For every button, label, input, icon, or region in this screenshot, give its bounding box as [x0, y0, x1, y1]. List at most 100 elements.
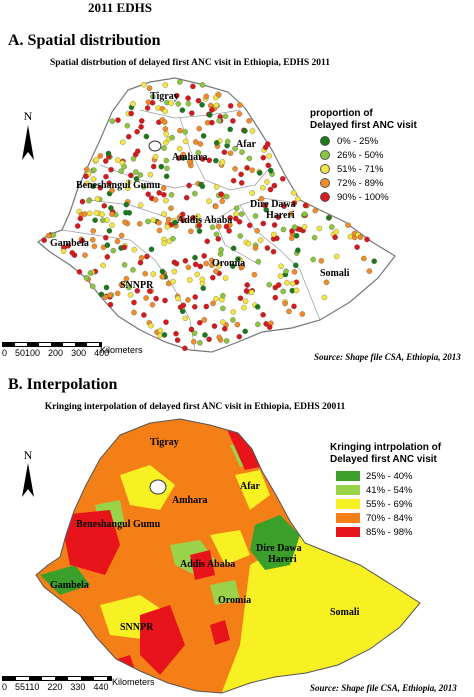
survey-point — [213, 157, 219, 164]
survey-point — [76, 269, 83, 275]
survey-point — [130, 156, 137, 162]
survey-point — [141, 312, 147, 318]
survey-point — [236, 219, 243, 225]
survey-point — [103, 158, 109, 164]
survey-point — [98, 291, 105, 298]
svg-text:N: N — [24, 109, 33, 123]
region-label: Tigray — [150, 91, 179, 102]
scale-tick: 330 — [70, 682, 86, 692]
survey-point — [139, 118, 145, 124]
legend-title-line1: Kringing intrpolation of — [330, 442, 442, 453]
scale-tick: 0 — [2, 682, 8, 692]
survey-point — [77, 215, 84, 222]
survey-point — [137, 172, 144, 178]
survey-point — [244, 282, 250, 288]
survey-point — [146, 288, 153, 294]
survey-point — [284, 279, 290, 286]
survey-point — [230, 245, 237, 252]
survey-point — [199, 276, 205, 283]
survey-point — [235, 256, 241, 262]
survey-point — [188, 228, 194, 235]
survey-point — [236, 333, 243, 340]
survey-point — [237, 295, 244, 301]
north-arrow-a: N — [22, 109, 34, 160]
panel-a-subtitle: Spatial distrbution of delayed first ANC… — [49, 58, 331, 68]
survey-point — [249, 128, 256, 134]
survey-point — [131, 309, 137, 316]
survey-point — [83, 173, 89, 180]
scale-tick: 0 — [2, 348, 8, 358]
survey-point — [91, 243, 98, 250]
survey-point — [145, 218, 151, 225]
survey-point — [333, 228, 340, 235]
survey-point — [216, 223, 222, 230]
survey-point — [121, 163, 127, 170]
survey-point — [311, 234, 318, 241]
survey-point — [175, 295, 181, 302]
survey-point — [220, 292, 226, 299]
survey-point — [242, 298, 249, 305]
legend-label: 70% - 84% — [366, 512, 413, 524]
survey-point — [103, 284, 110, 291]
survey-point — [209, 107, 215, 113]
survey-point — [299, 311, 306, 317]
survey-point — [222, 275, 229, 281]
survey-point — [237, 102, 243, 108]
survey-point — [156, 190, 162, 196]
survey-point — [227, 103, 234, 109]
legend-dot — [320, 192, 330, 202]
survey-point — [156, 219, 162, 226]
survey-point — [173, 260, 180, 267]
survey-point — [156, 227, 163, 234]
survey-point — [222, 326, 228, 332]
survey-point — [197, 141, 204, 147]
survey-point — [246, 118, 252, 124]
survey-point — [185, 264, 192, 271]
panel-b-label: B. Interpolation — [8, 376, 118, 393]
survey-point — [164, 165, 170, 172]
survey-point — [114, 157, 121, 163]
survey-point — [79, 237, 86, 244]
survey-point — [230, 309, 236, 315]
survey-point — [293, 262, 299, 269]
survey-point — [163, 173, 170, 180]
survey-point — [145, 191, 151, 197]
survey-point — [230, 118, 236, 124]
survey-point — [115, 117, 121, 123]
survey-point — [173, 330, 179, 337]
survey-point — [257, 237, 264, 243]
survey-point — [197, 263, 204, 270]
survey-point — [282, 300, 288, 307]
legend-item: 26% - 50% — [320, 148, 417, 162]
survey-point — [163, 319, 169, 325]
survey-point — [260, 154, 267, 161]
survey-point — [197, 340, 203, 346]
survey-point — [138, 255, 145, 261]
survey-point — [188, 326, 195, 333]
survey-point — [172, 219, 178, 226]
survey-point — [121, 244, 128, 251]
legend-dot — [320, 164, 330, 174]
legend-item: 90% - 100% — [320, 190, 417, 204]
survey-point — [152, 153, 159, 160]
survey-point — [226, 228, 232, 234]
survey-point — [124, 122, 131, 129]
survey-point — [149, 301, 156, 308]
survey-point — [216, 263, 222, 269]
scale-bar-b: 0 55110 220 330 440 — [2, 676, 112, 692]
region-label: Somali — [320, 268, 350, 279]
survey-point — [94, 196, 101, 202]
survey-point — [89, 283, 96, 290]
survey-point — [50, 232, 57, 238]
region-label: Hareri — [268, 554, 297, 565]
region-label: Oromia — [218, 595, 251, 606]
survey-point — [123, 209, 129, 216]
survey-point — [275, 214, 282, 220]
survey-point — [162, 297, 168, 304]
survey-point — [87, 270, 94, 276]
survey-point — [366, 268, 373, 274]
survey-points-a — [41, 79, 377, 352]
survey-point — [230, 263, 236, 269]
survey-point — [171, 268, 178, 275]
legend-swatch — [336, 527, 360, 537]
